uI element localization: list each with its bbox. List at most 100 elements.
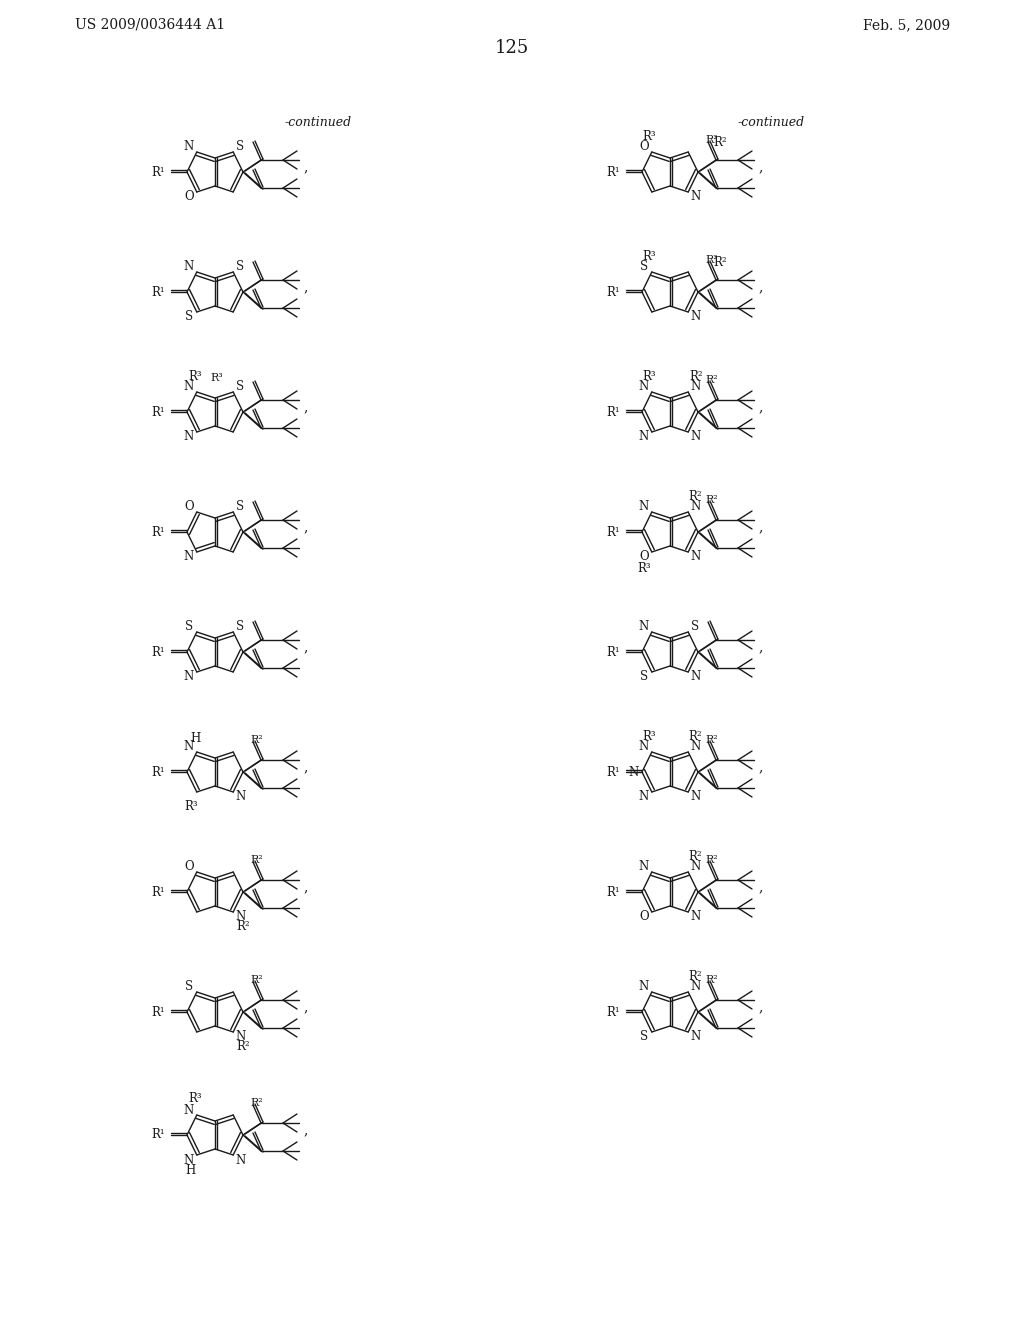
- Text: R²: R²: [251, 1098, 263, 1107]
- Text: O: O: [184, 861, 194, 874]
- Text: ,: ,: [759, 1001, 763, 1014]
- Text: R³: R³: [188, 1093, 202, 1106]
- Text: R¹: R¹: [152, 165, 165, 178]
- Text: S: S: [237, 260, 245, 273]
- Text: N: N: [639, 430, 649, 444]
- Text: ,: ,: [759, 280, 763, 294]
- Text: N: N: [236, 1154, 246, 1167]
- Text: N: N: [183, 671, 194, 684]
- Text: S: S: [237, 620, 245, 634]
- Text: S: S: [640, 671, 648, 684]
- Text: N: N: [690, 1031, 700, 1044]
- Text: US 2009/0036444 A1: US 2009/0036444 A1: [75, 18, 225, 32]
- Text: N: N: [639, 380, 649, 393]
- Text: R²: R²: [706, 375, 719, 385]
- Text: S: S: [640, 260, 648, 273]
- Text: R³: R³: [642, 730, 655, 743]
- Text: R²: R²: [251, 975, 263, 985]
- Text: N: N: [183, 550, 194, 564]
- Text: R¹: R¹: [152, 766, 165, 779]
- Text: R³: R³: [188, 370, 202, 383]
- Text: ,: ,: [759, 400, 763, 414]
- Text: R²: R²: [706, 855, 719, 865]
- Text: -continued: -continued: [738, 116, 805, 128]
- Text: ,: ,: [759, 760, 763, 774]
- Text: R¹: R¹: [606, 766, 620, 779]
- Text: ,: ,: [304, 1123, 308, 1137]
- Text: N: N: [690, 791, 700, 804]
- Text: R³: R³: [642, 131, 655, 144]
- Text: N: N: [690, 500, 700, 513]
- Text: N: N: [639, 861, 649, 874]
- Text: ,: ,: [759, 640, 763, 653]
- Text: N: N: [236, 791, 246, 804]
- Text: N: N: [639, 620, 649, 634]
- Text: ,: ,: [759, 880, 763, 894]
- Text: N: N: [236, 1031, 246, 1044]
- Text: N: N: [690, 981, 700, 994]
- Text: N: N: [690, 741, 700, 754]
- Text: R²: R²: [706, 975, 719, 985]
- Text: 125: 125: [495, 40, 529, 57]
- Text: ,: ,: [759, 520, 763, 535]
- Text: S: S: [237, 500, 245, 513]
- Text: R²: R²: [706, 495, 719, 506]
- Text: H: H: [190, 733, 201, 746]
- Text: R¹: R¹: [606, 525, 620, 539]
- Text: R¹: R¹: [606, 285, 620, 298]
- Text: S: S: [184, 981, 193, 994]
- Text: ,: ,: [304, 400, 308, 414]
- Text: R³: R³: [637, 561, 650, 574]
- Text: N: N: [690, 861, 700, 874]
- Text: R¹: R¹: [606, 1006, 620, 1019]
- Text: H: H: [185, 1164, 196, 1177]
- Text: R²: R²: [713, 256, 727, 268]
- Text: R³: R³: [642, 371, 655, 384]
- Text: ,: ,: [304, 1001, 308, 1014]
- Text: N: N: [690, 671, 700, 684]
- Text: R²: R²: [251, 735, 263, 744]
- Text: ,: ,: [304, 520, 308, 535]
- Text: S: S: [640, 1031, 648, 1044]
- Text: R²: R²: [237, 920, 250, 932]
- Text: R¹: R¹: [606, 886, 620, 899]
- Text: N: N: [183, 140, 194, 153]
- Text: N: N: [690, 550, 700, 564]
- Text: R¹: R¹: [152, 525, 165, 539]
- Text: R³: R³: [184, 800, 198, 813]
- Text: N: N: [690, 430, 700, 444]
- Text: N: N: [639, 741, 649, 754]
- Text: R¹: R¹: [152, 285, 165, 298]
- Text: R¹: R¹: [152, 645, 165, 659]
- Text: N: N: [183, 1154, 194, 1167]
- Text: S: S: [237, 380, 245, 393]
- Text: R¹: R¹: [606, 165, 620, 178]
- Text: R²: R²: [688, 491, 702, 503]
- Text: O: O: [639, 550, 648, 564]
- Text: N: N: [639, 791, 649, 804]
- Text: N: N: [639, 500, 649, 513]
- Text: Feb. 5, 2009: Feb. 5, 2009: [863, 18, 950, 32]
- Text: R²: R²: [688, 970, 702, 983]
- Text: N: N: [236, 911, 246, 924]
- Text: N: N: [690, 310, 700, 323]
- Text: R¹: R¹: [152, 1006, 165, 1019]
- Text: R²: R²: [688, 730, 702, 743]
- Text: R²: R²: [706, 135, 719, 145]
- Text: ,: ,: [304, 880, 308, 894]
- Text: ,: ,: [759, 160, 763, 174]
- Text: R¹: R¹: [152, 405, 165, 418]
- Text: R²: R²: [251, 855, 263, 865]
- Text: ,: ,: [304, 160, 308, 174]
- Text: R³: R³: [642, 251, 655, 264]
- Text: R²: R²: [237, 1040, 250, 1052]
- Text: ,: ,: [304, 280, 308, 294]
- Text: S: S: [184, 620, 193, 634]
- Text: N: N: [690, 380, 700, 393]
- Text: R³: R³: [211, 374, 223, 383]
- Text: O: O: [184, 190, 194, 203]
- Text: S: S: [184, 310, 193, 323]
- Text: R²: R²: [688, 850, 702, 863]
- Text: N: N: [629, 766, 639, 779]
- Text: O: O: [184, 500, 194, 513]
